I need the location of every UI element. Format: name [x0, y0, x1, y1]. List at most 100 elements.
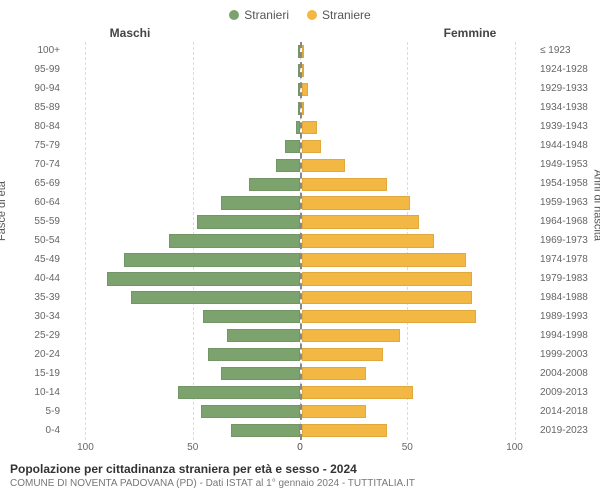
bar-row — [64, 326, 300, 345]
header-female: Femmine — [300, 26, 600, 40]
bar-row — [64, 213, 300, 232]
bar-row — [302, 156, 536, 175]
age-label: 50-54 — [34, 232, 60, 251]
bar-row — [302, 421, 536, 440]
bar-female — [302, 386, 413, 399]
birth-label: 1974-1978 — [540, 250, 588, 269]
bar-row — [302, 213, 536, 232]
bar-row — [64, 156, 300, 175]
y-axis-birth: ≤ 19231924-19281929-19331934-19381939-19… — [536, 42, 600, 440]
birth-label: 2009-2013 — [540, 383, 588, 402]
birth-label: 1984-1988 — [540, 288, 588, 307]
bar-row — [302, 345, 536, 364]
birth-label: 1939-1943 — [540, 118, 588, 137]
age-label: 35-39 — [34, 288, 60, 307]
age-label: 15-19 — [34, 364, 60, 383]
bar-female — [302, 310, 476, 323]
footer: Popolazione per cittadinanza straniera p… — [0, 456, 600, 489]
bar-row — [302, 175, 536, 194]
x-axis-right: 050100 — [300, 442, 536, 456]
bars-female — [300, 42, 536, 440]
bar-row — [64, 402, 300, 421]
bar-female — [302, 424, 387, 437]
birth-label: 1959-1963 — [540, 194, 588, 213]
bar-row — [64, 288, 300, 307]
bar-female — [302, 178, 387, 191]
birth-label: 1949-1953 — [540, 156, 588, 175]
x-tick: 50 — [402, 442, 413, 453]
bar-male — [203, 310, 300, 323]
age-label: 20-24 — [34, 345, 60, 364]
chart-subtitle: COMUNE DI NOVENTA PADOVANA (PD) - Dati I… — [10, 478, 590, 489]
column-headers: Maschi Femmine — [0, 26, 600, 40]
bar-male — [208, 348, 300, 361]
bars-area — [64, 42, 536, 440]
bar-male — [131, 291, 300, 304]
bar-row — [302, 288, 536, 307]
age-label: 90-94 — [34, 80, 60, 99]
bar-row — [302, 250, 536, 269]
bar-row — [302, 42, 536, 61]
bar-female — [302, 140, 321, 153]
bar-female — [302, 329, 400, 342]
bar-row — [64, 364, 300, 383]
bar-row — [64, 232, 300, 251]
bar-row — [302, 232, 536, 251]
bar-row — [302, 307, 536, 326]
female-swatch — [307, 10, 317, 20]
bar-row — [64, 42, 300, 61]
bar-female — [302, 272, 472, 285]
bar-row — [64, 61, 300, 80]
x-axis: 050100 050100 — [0, 442, 600, 456]
bar-row — [302, 80, 536, 99]
x-tick: 100 — [77, 442, 94, 453]
birth-label: 1999-2003 — [540, 345, 588, 364]
bar-row — [302, 118, 536, 137]
age-label: 100+ — [37, 42, 60, 61]
birth-label: 2004-2008 — [540, 364, 588, 383]
birth-label: 1944-1948 — [540, 137, 588, 156]
bar-row — [64, 80, 300, 99]
bar-female — [302, 348, 383, 361]
population-pyramid-chart: Stranieri Straniere Maschi Femmine Fasce… — [0, 0, 600, 500]
bar-row — [302, 194, 536, 213]
bar-male — [107, 272, 300, 285]
bar-male — [124, 253, 300, 266]
age-label: 40-44 — [34, 269, 60, 288]
bar-row — [64, 383, 300, 402]
bar-male — [285, 140, 300, 153]
age-label: 25-29 — [34, 326, 60, 345]
bar-row — [302, 364, 536, 383]
bar-row — [64, 421, 300, 440]
bar-male — [221, 196, 300, 209]
age-label: 95-99 — [34, 61, 60, 80]
bar-row — [64, 307, 300, 326]
bar-row — [302, 269, 536, 288]
age-label: 65-69 — [34, 175, 60, 194]
bar-female — [302, 291, 472, 304]
legend-item-female: Straniere — [307, 8, 371, 22]
bar-male — [249, 178, 300, 191]
age-label: 70-74 — [34, 156, 60, 175]
bar-female — [302, 121, 317, 134]
bar-male — [178, 386, 300, 399]
bar-male — [227, 329, 300, 342]
legend-male-label: Stranieri — [244, 8, 289, 22]
bar-female — [302, 215, 419, 228]
bar-male — [231, 424, 300, 437]
bar-row — [64, 269, 300, 288]
chart-title: Popolazione per cittadinanza straniera p… — [10, 462, 590, 476]
bar-row — [302, 99, 536, 118]
bar-female — [302, 45, 304, 58]
male-swatch — [229, 10, 239, 20]
birth-label: 1969-1973 — [540, 232, 588, 251]
bar-row — [302, 326, 536, 345]
bar-female — [302, 234, 434, 247]
bar-row — [302, 61, 536, 80]
legend: Stranieri Straniere — [0, 8, 600, 22]
bar-female — [302, 367, 366, 380]
bar-row — [64, 175, 300, 194]
birth-label: 1954-1958 — [540, 175, 588, 194]
bar-row — [64, 250, 300, 269]
bar-female — [302, 405, 366, 418]
